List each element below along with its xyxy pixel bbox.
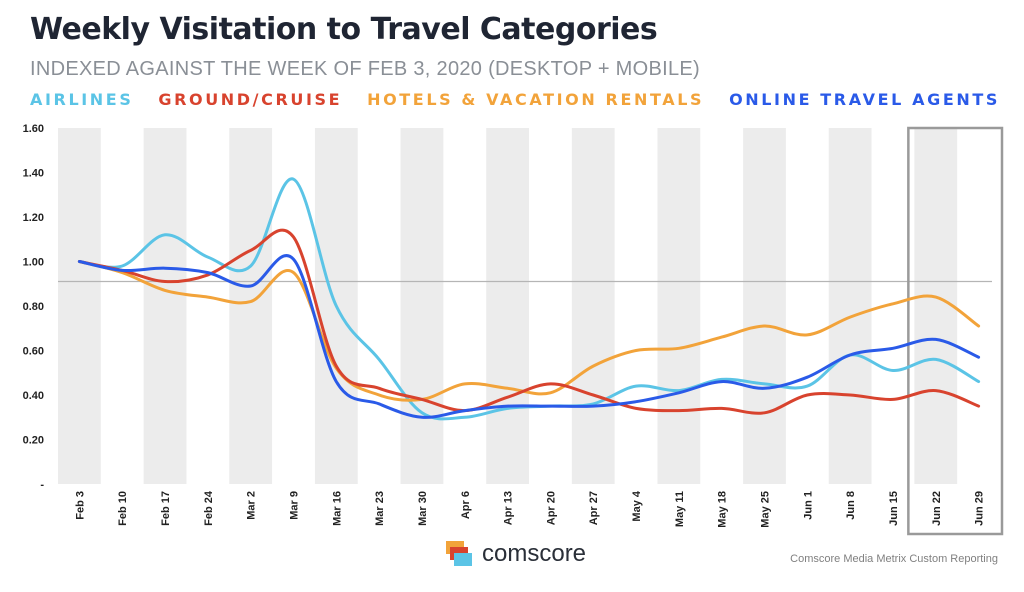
x-tick-label: May 25 bbox=[760, 491, 772, 528]
x-tick-label: Jun 22 bbox=[931, 491, 943, 526]
y-tick-label: - bbox=[40, 479, 44, 491]
y-tick-label: 0.80 bbox=[23, 301, 44, 313]
x-tick-label: Jun 8 bbox=[845, 491, 857, 520]
chart-subtitle: INDEXED AGAINST THE WEEK OF FEB 3, 2020 … bbox=[30, 58, 701, 80]
x-tick-label: Mar 2 bbox=[246, 491, 258, 520]
x-tick-label: Jun 1 bbox=[802, 491, 814, 520]
x-tick-label: May 18 bbox=[717, 491, 729, 528]
grid-band bbox=[58, 128, 101, 484]
legend: AIRLINES GROUND/CRUISE HOTELS & VACATION… bbox=[30, 90, 1000, 109]
legend-item-hotels: HOTELS & VACATION RENTALS bbox=[367, 90, 705, 109]
legend-item-ground-cruise: GROUND/CRUISE bbox=[158, 90, 343, 109]
x-tick-label: Apr 27 bbox=[588, 491, 600, 525]
series-line-hotels-vacation-rentals bbox=[77, 260, 981, 402]
comscore-logo-icon bbox=[446, 541, 472, 566]
grid-band bbox=[657, 128, 701, 484]
x-tick-label: Mar 16 bbox=[331, 491, 343, 526]
series-line-airlines bbox=[77, 177, 981, 421]
series-line-online-travel-agents bbox=[77, 254, 981, 419]
y-tick-label: 0.60 bbox=[23, 346, 44, 358]
grid-band bbox=[828, 128, 872, 484]
x-tick-label: Jun 29 bbox=[974, 491, 986, 526]
grid-band bbox=[571, 128, 615, 484]
x-tick-label: Mar 23 bbox=[374, 491, 386, 526]
series-line-ground-cruise bbox=[77, 228, 981, 415]
x-tick-label: Apr 6 bbox=[460, 491, 472, 519]
grid-band bbox=[229, 128, 273, 484]
x-tick-label: Feb 17 bbox=[160, 491, 172, 526]
x-tick-label: May 4 bbox=[631, 490, 643, 521]
legend-item-airlines: AIRLINES bbox=[30, 90, 134, 109]
x-tick-label: Mar 9 bbox=[289, 491, 301, 520]
highlight-box bbox=[907, 126, 1004, 536]
y-tick-label: 1.60 bbox=[23, 123, 44, 135]
x-tick-label: Apr 13 bbox=[503, 491, 515, 525]
legend-item-ota: ONLINE TRAVEL AGENTS bbox=[729, 90, 1000, 109]
y-tick-label: 1.40 bbox=[23, 168, 44, 180]
x-tick-label: Feb 10 bbox=[117, 491, 129, 526]
x-tick-label: May 11 bbox=[674, 491, 686, 527]
source-note: Comscore Media Metrix Custom Reporting bbox=[790, 553, 998, 565]
y-tick-label: 0.20 bbox=[23, 435, 44, 447]
x-tick-label: Feb 3 bbox=[74, 491, 86, 520]
x-tick-label: Mar 30 bbox=[417, 491, 429, 526]
grid-band bbox=[743, 128, 786, 484]
y-tick-label: 1.00 bbox=[23, 257, 44, 269]
grid-band bbox=[400, 128, 444, 484]
brand-name: comscore bbox=[482, 540, 587, 567]
x-tick-label: Jun 15 bbox=[888, 491, 900, 526]
x-tick-label: Apr 20 bbox=[545, 491, 557, 525]
grid-band bbox=[486, 128, 529, 484]
y-tick-label: 1.20 bbox=[23, 212, 44, 224]
x-tick-label: Feb 24 bbox=[203, 490, 215, 526]
brand-logo: comscore bbox=[444, 540, 586, 568]
chart-title: Weekly Visitation to Travel Categories bbox=[30, 12, 658, 47]
grid-band bbox=[143, 128, 187, 484]
y-tick-label: 0.40 bbox=[23, 390, 44, 402]
